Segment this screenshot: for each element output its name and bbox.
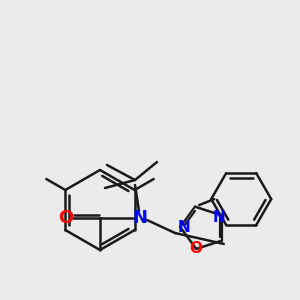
Text: O: O (190, 242, 203, 256)
Text: N: N (133, 209, 148, 227)
Text: O: O (58, 209, 74, 227)
Text: N: N (178, 220, 190, 235)
Text: N: N (212, 210, 225, 225)
